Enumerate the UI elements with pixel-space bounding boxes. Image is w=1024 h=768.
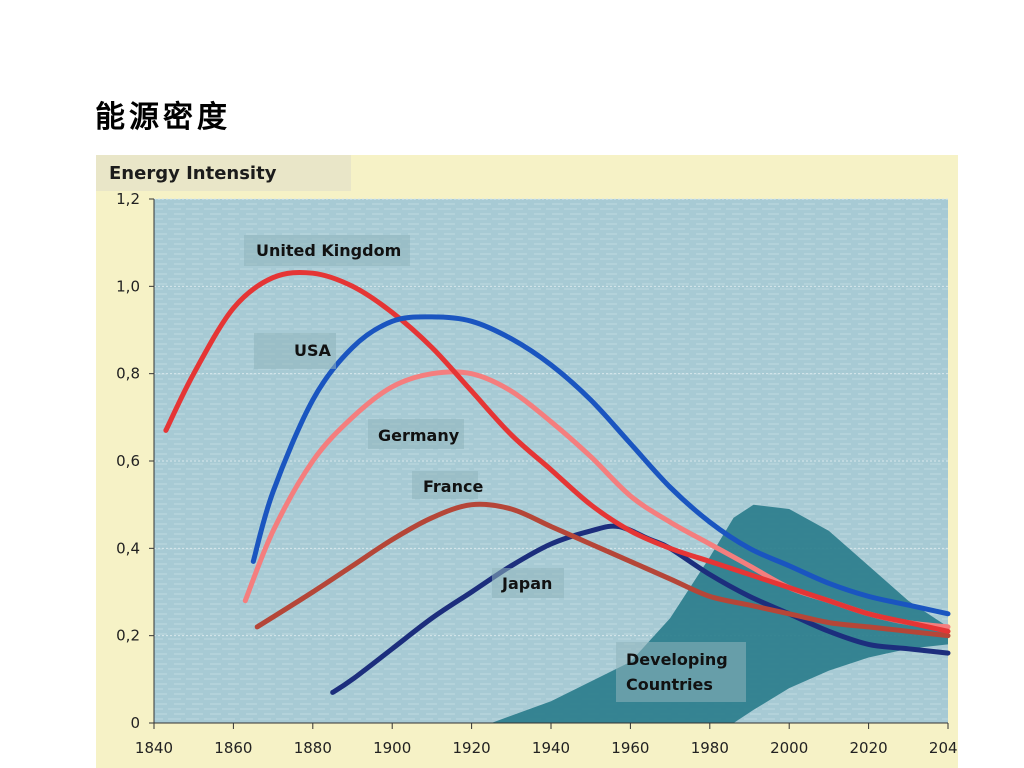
label-developing-line1: Developing (626, 650, 728, 669)
label-usa: USA (294, 341, 332, 360)
y-tick-label-3: 0,6 (116, 452, 140, 470)
label-box-france (412, 471, 478, 499)
tick-labels: 0 0,2 0,4 0,6 0,8 1,0 1,2 1840 1860 1880 1900 1920 1… (116, 190, 958, 757)
label-united-kingdom: United Kingdom (256, 241, 401, 260)
slide-title: 能源密度 (95, 100, 231, 135)
x-tick-label-9: 2020 (850, 739, 888, 757)
label-backgrounds (244, 235, 746, 702)
label-box-japan (492, 568, 564, 598)
ylabel-strip (96, 155, 351, 191)
label-germany: Germany (378, 426, 460, 445)
energy-intensity-chart: Energy Intensity 0 0,2 0,4 0,6 0,8 1,0 1,2 1840… (96, 155, 958, 757)
series-line-france (254, 501, 951, 639)
y-tick-label-5: 1,0 (116, 277, 140, 295)
y-tick-label-6: 1,2 (116, 190, 140, 208)
y-tick-label-0: 0 (130, 714, 140, 732)
label-box-uk (244, 235, 410, 266)
x-tick-label-5: 1940 (532, 739, 570, 757)
x-tick-label-7: 1980 (691, 739, 729, 757)
chart-container: Energy Intensity 0 0,2 0,4 0,6 0,8 1,0 1,2 1840… (96, 155, 958, 768)
label-japan: Japan (501, 574, 552, 593)
label-box-usa (254, 333, 336, 369)
label-france: France (423, 477, 483, 496)
y-tick-label-1: 0,2 (116, 627, 140, 645)
x-tick-label-8: 2000 (770, 739, 808, 757)
series-layer (163, 269, 951, 695)
label-box-germany (368, 419, 464, 449)
x-tick-label-0: 1840 (135, 739, 173, 757)
y-tick-label-2: 0,4 (116, 539, 140, 557)
x-tick-label-6: 1960 (611, 739, 649, 757)
series-line-usa (250, 314, 951, 617)
x-tick-label-1: 1860 (214, 739, 252, 757)
y-tick-label-4: 0,8 (116, 365, 140, 383)
band-developing-countries (491, 504, 948, 723)
y-axis-title: Energy Intensity (109, 163, 277, 184)
x-tick-label-10: 2040 (929, 739, 958, 757)
x-tick-label-2: 1880 (294, 739, 332, 757)
band-layer (491, 504, 948, 723)
label-developing-line2: Countries (626, 675, 713, 694)
label-box-developing (616, 642, 746, 702)
series-line-united-kingdom (163, 269, 951, 634)
x-tick-label-3: 1900 (373, 739, 411, 757)
x-tick-label-4: 1920 (453, 739, 491, 757)
